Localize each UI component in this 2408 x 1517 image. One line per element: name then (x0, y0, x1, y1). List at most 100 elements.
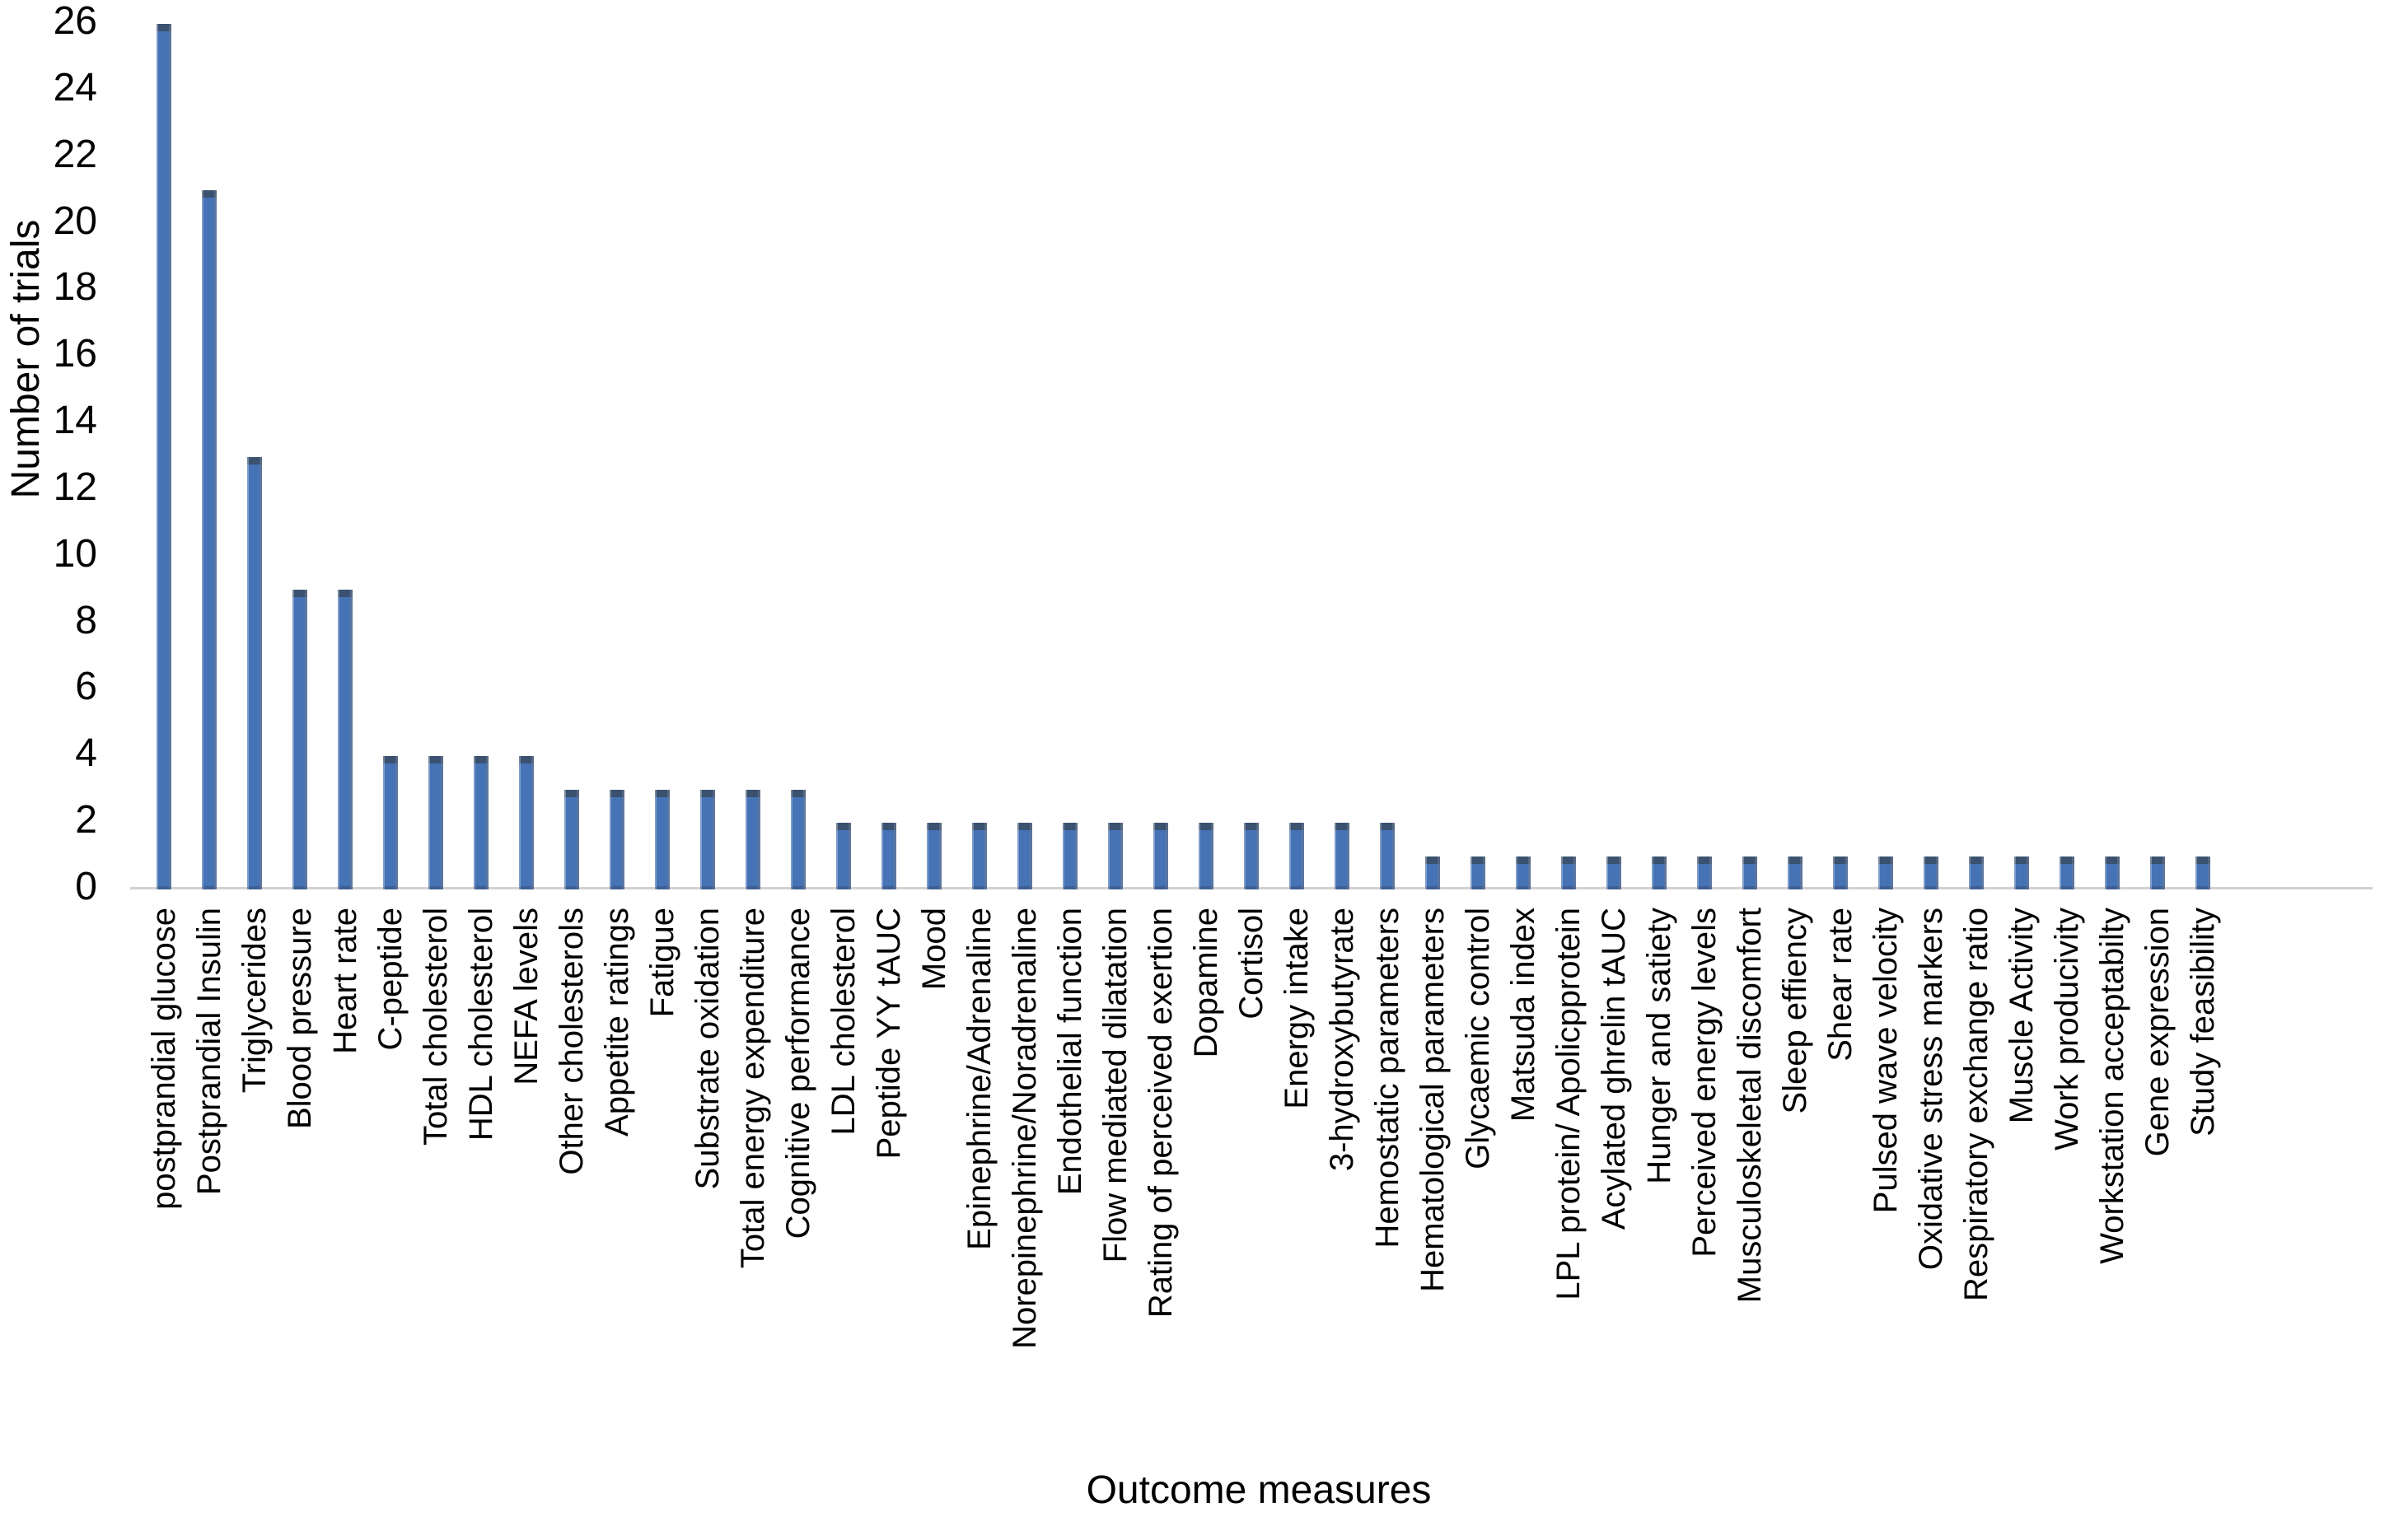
y-tick-label: 18 (53, 265, 97, 309)
x-category-label: Fatigue (644, 908, 680, 1018)
bar (202, 190, 217, 889)
x-category-label: Perceived energy levels (1686, 908, 1723, 1258)
bar (791, 790, 806, 889)
x-category-label: LDL cholesterol (825, 908, 862, 1136)
y-tick-label: 26 (53, 0, 97, 43)
bar (1108, 823, 1123, 889)
x-category-label: Glycaemic control (1460, 908, 1496, 1169)
x-category-label: Hunger and satiety (1641, 908, 1677, 1184)
bar (1335, 823, 1349, 889)
y-tick-label: 0 (75, 865, 97, 908)
x-category-label: 3-hydroxybutyrate (1324, 908, 1360, 1172)
bar (383, 756, 398, 889)
bar (1380, 823, 1395, 889)
bar (1199, 823, 1213, 889)
x-category-label: HDL cholesterol (463, 908, 499, 1141)
x-category-label: Gene expression (2139, 908, 2176, 1157)
bar (610, 790, 624, 889)
bar (746, 790, 760, 889)
x-category-label: Norepinephrine/Noradrenaline (1007, 908, 1043, 1349)
x-category-label: Mood (916, 908, 952, 991)
bar (1244, 823, 1259, 889)
x-category-label: Cognitive performance (780, 908, 816, 1239)
bar (2060, 857, 2074, 889)
x-category-label: Rating of perceived exertion (1143, 908, 1179, 1319)
bar (1924, 857, 1938, 889)
x-category-label: Dopamine (1188, 908, 1224, 1058)
bar (1652, 857, 1667, 889)
bar (1561, 857, 1576, 889)
bar (2014, 857, 2029, 889)
y-tick-label: 14 (53, 399, 97, 442)
bar (1017, 823, 1032, 889)
bar (972, 823, 987, 889)
bar (519, 756, 534, 889)
bar (1516, 857, 1531, 889)
x-category-label: Total energy expenditure (735, 908, 771, 1269)
x-category-label: Postprandial Insulin (191, 908, 227, 1196)
x-category-label: Oxidative stress markers (1913, 908, 1949, 1271)
bar (1969, 857, 1984, 889)
y-tick-label: 10 (53, 532, 97, 576)
bar (2195, 857, 2210, 889)
bar (2150, 857, 2165, 889)
bar (1833, 857, 1848, 889)
x-category-label: Musculoskeletal discomfort (1732, 908, 1768, 1304)
y-tick-label: 2 (75, 798, 97, 842)
bar (1878, 857, 1893, 889)
bar (564, 790, 579, 889)
bar (1289, 823, 1304, 889)
bar (1153, 823, 1168, 889)
x-category-label: Hematological parameters (1414, 908, 1451, 1292)
y-tick-label: 12 (53, 465, 97, 509)
bar (2105, 857, 2120, 889)
x-category-label: Acylated ghrelin tAUC (1596, 908, 1632, 1230)
bar (927, 823, 942, 889)
x-category-label: Work producivity (2049, 908, 2085, 1151)
bar (338, 590, 353, 889)
x-category-label: Workstation acceptabilty (2094, 908, 2130, 1264)
bar (1606, 857, 1621, 889)
x-category-label: Flow mediated dilatation (1097, 908, 1134, 1263)
y-tick-label: 20 (53, 199, 97, 243)
y-tick-label: 8 (75, 599, 97, 642)
x-category-label: Total cholesterol (418, 908, 454, 1146)
bar (655, 790, 670, 889)
x-category-label: Hemostatic parameters (1369, 908, 1405, 1249)
bar (1425, 857, 1440, 889)
y-tick-label: 16 (53, 332, 97, 376)
x-category-label: Respiratory exchange ratio (1958, 908, 1994, 1302)
x-category-label: Muscle Activity (2004, 908, 2040, 1124)
x-category-label: Heart rate (327, 908, 363, 1054)
y-tick-label: 4 (75, 731, 97, 775)
x-category-label: Appetite ratings (599, 908, 635, 1137)
x-category-label: Matsuda index (1505, 908, 1541, 1123)
bar (292, 590, 307, 889)
x-category-label: Energy intake (1279, 908, 1315, 1109)
x-category-label: Study feasibility (2185, 908, 2221, 1137)
x-category-label: Epinephrine/Adrenaline (961, 908, 998, 1250)
x-category-label: Other cholesterols (554, 908, 590, 1175)
x-category-label: Peptide YY tAUC (871, 908, 907, 1160)
x-category-label: Endothelial function (1052, 908, 1088, 1196)
bar (1697, 857, 1712, 889)
bar (1063, 823, 1078, 889)
x-category-label: Cortisol (1233, 908, 1269, 1020)
x-axis-title: Outcome measures (1086, 1468, 1432, 1512)
x-category-label: Triglycerides (236, 908, 273, 1094)
x-category-label: LPL protein/ Apolicpprotein (1550, 908, 1587, 1300)
bar (474, 756, 489, 889)
bar (836, 823, 851, 889)
x-category-label: Blood pressure (282, 908, 318, 1130)
x-category-label: Substrate oxidation (690, 908, 726, 1190)
y-tick-label: 22 (53, 133, 97, 176)
x-category-label: NEFA levels (508, 908, 545, 1085)
x-category-label: Shear rate (1822, 908, 1859, 1062)
bar (1788, 857, 1802, 889)
bar (700, 790, 715, 889)
bar (247, 457, 262, 889)
y-tick-label: 6 (75, 665, 97, 708)
bar (428, 756, 443, 889)
x-category-label: C-peptide (372, 908, 409, 1051)
y-tick-label: 24 (53, 66, 97, 110)
